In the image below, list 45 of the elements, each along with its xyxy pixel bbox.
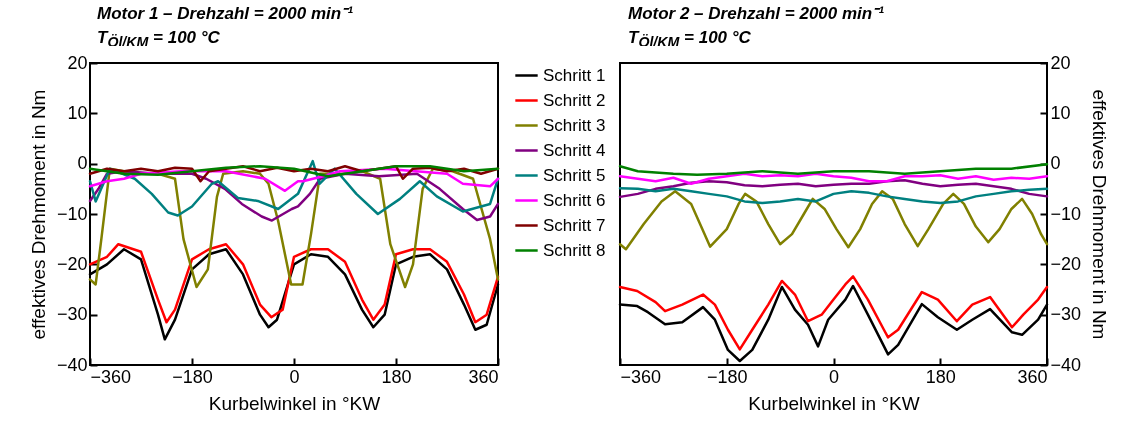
line-series — [618, 187, 1049, 205]
line-series — [618, 275, 1049, 351]
y2-tick-label: 10 — [1050, 102, 1071, 123]
y-tick-label: 10 — [67, 102, 88, 123]
x-tick-label: −360 — [90, 366, 132, 387]
y2-tick-label: −30 — [1050, 304, 1082, 325]
legend-label: Schritt 4 — [543, 140, 606, 160]
legend-label: Schritt 2 — [543, 90, 606, 110]
x-tick-label: −180 — [706, 366, 748, 387]
y-tick-label: −30 — [56, 304, 88, 325]
line-series — [88, 242, 500, 324]
legend-label: Schritt 7 — [543, 215, 606, 235]
y2-tick-label: −40 — [1050, 354, 1082, 375]
line-series — [618, 162, 1049, 176]
legend-label: Schritt 8 — [543, 240, 606, 260]
line-series — [88, 164, 500, 178]
legend-label: Schritt 3 — [543, 115, 606, 135]
x-tick-label: 0 — [828, 366, 840, 387]
y2-tick-label: −20 — [1050, 253, 1082, 274]
y2-axis-title: effektives Drehmoment in Nm — [1089, 89, 1111, 340]
y-tick-label: 20 — [67, 52, 88, 73]
x-axis-title: Kurbelwinkel in °KW — [748, 392, 920, 414]
line-series — [618, 190, 1049, 251]
y2-tick-label: −10 — [1050, 203, 1082, 224]
legend-label: Schritt 5 — [543, 165, 606, 185]
legend-label: Schritt 6 — [543, 190, 606, 210]
x-tick-label: −360 — [620, 366, 662, 387]
y-tick-label: 0 — [77, 153, 88, 174]
x-tick-label: 360 — [468, 366, 499, 387]
x-tick-label: 0 — [289, 366, 300, 387]
y-tick-label: −10 — [56, 203, 88, 224]
y-axis-title: effektives Drehmoment in Nm — [27, 89, 49, 340]
x-tick-label: 180 — [925, 366, 956, 387]
y-tick-label: −20 — [56, 253, 88, 274]
y2-tick-label: 20 — [1050, 52, 1071, 73]
chart-title: Motor 1 – Drehzahl = 2000 min⁻¹ — [97, 4, 353, 23]
x-axis-title: Kurbelwinkel in °KW — [208, 392, 381, 414]
x-tick-label: 180 — [381, 366, 412, 387]
legend-label: Schritt 1 — [543, 65, 606, 85]
y-tick-label: −40 — [56, 354, 88, 375]
line-series — [618, 172, 1049, 186]
x-tick-label: 360 — [1017, 366, 1048, 387]
x-tick-label: −180 — [172, 366, 213, 387]
chart-title: Motor 2 – Drehzahl = 2000 min⁻¹ — [628, 4, 884, 23]
y2-tick-label: 0 — [1050, 153, 1061, 174]
